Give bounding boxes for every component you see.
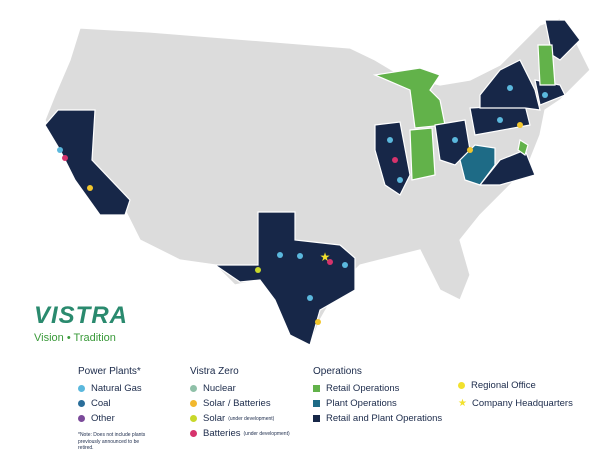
legend-label: Coal xyxy=(91,398,111,409)
legend-vistra-zero: Vistra Zero Nuclear Solar / Batteries So… xyxy=(190,366,290,441)
legend-label: Batteries xyxy=(203,428,241,439)
plant-marker xyxy=(517,122,523,128)
state-delaware xyxy=(517,139,529,156)
legend-operations: Operations Retail Operations Plant Opera… xyxy=(313,366,442,426)
legend-label: Solar xyxy=(203,413,226,424)
plant-marker xyxy=(542,92,548,98)
legend-power-plants: Power Plants* Natural Gas Coal Other *No… xyxy=(78,366,148,450)
legend-other: Regional Office ★ Company Headquarters xyxy=(458,380,573,409)
plant-marker xyxy=(277,252,283,258)
plant-markers: ★ xyxy=(57,85,548,325)
plant-marker xyxy=(315,319,321,325)
plant-marker xyxy=(62,155,68,161)
legend-title: Power Plants* xyxy=(78,366,141,377)
brand-tagline: Vision • Tradition xyxy=(34,332,116,344)
state-west-virginia xyxy=(459,144,496,186)
brand-name: VISTRA xyxy=(34,302,129,329)
state-texas xyxy=(213,211,356,346)
plant-marker xyxy=(297,253,303,259)
plant-marker xyxy=(342,262,348,268)
state-michigan xyxy=(372,67,446,129)
legend-sublabel: (under development) xyxy=(228,415,275,422)
state-new-hampshire xyxy=(537,44,556,86)
plant-marker xyxy=(467,147,473,153)
us-outline xyxy=(44,17,591,346)
legend-label: Plant Operations xyxy=(326,398,397,409)
state-indiana xyxy=(409,127,436,181)
plant-marker xyxy=(392,157,398,163)
state-california xyxy=(44,109,131,216)
plant-marker xyxy=(307,295,313,301)
legend-label: Retail Operations xyxy=(326,383,400,394)
plant-marker xyxy=(387,137,393,143)
legend-label: Other xyxy=(91,413,115,424)
legend-note: *Note: Does not include plants previousl… xyxy=(78,432,146,450)
brand: VISTRA Vision • Tradition xyxy=(34,302,128,344)
legend-title: Operations xyxy=(313,366,362,377)
legend-label: Natural Gas xyxy=(91,383,142,394)
plant-marker xyxy=(452,137,458,143)
legend-sublabel: (under development) xyxy=(243,430,290,437)
plant-marker xyxy=(57,147,63,153)
legend-label: Regional Office xyxy=(471,380,536,391)
plant-marker xyxy=(497,117,503,123)
plant-marker xyxy=(255,267,261,273)
headquarters-marker: ★ xyxy=(320,250,331,264)
legend-title: Vistra Zero xyxy=(190,366,239,377)
legend-label: Company Headquarters xyxy=(471,398,573,409)
plant-marker xyxy=(87,185,93,191)
legend-label: Nuclear xyxy=(203,383,236,394)
legend-label: Retail and Plant Operations xyxy=(326,413,443,424)
state-virginia xyxy=(478,149,536,186)
plant-marker xyxy=(327,259,333,265)
plant-marker xyxy=(507,85,513,91)
legend-label: Solar / Batteries xyxy=(203,398,271,409)
plant-marker xyxy=(397,177,403,183)
